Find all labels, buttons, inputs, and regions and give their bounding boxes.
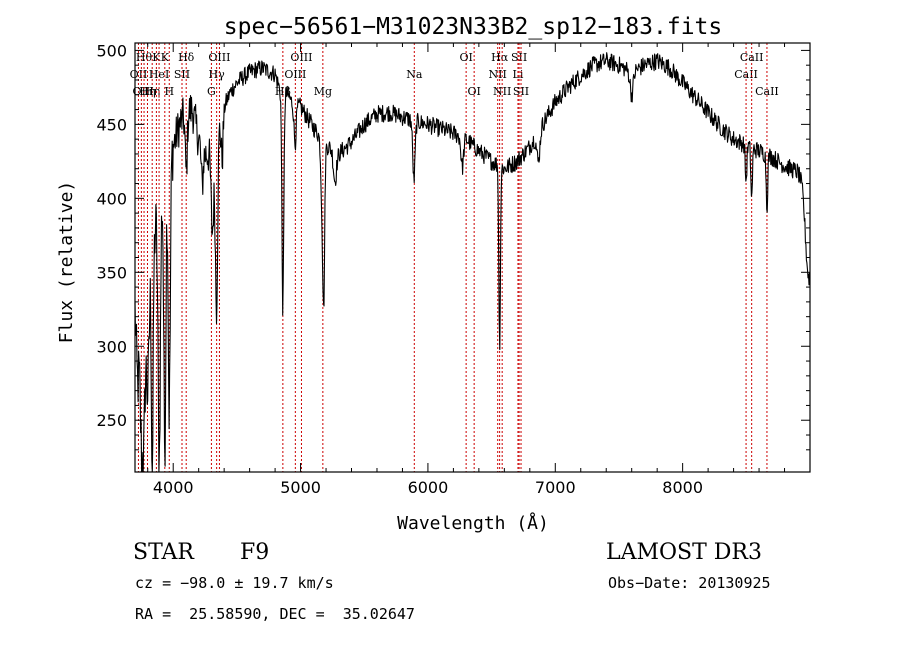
y-tick-label: 500	[96, 41, 127, 60]
chart-title: spec−56561−M31023N33B2_sp12−183.fits	[224, 14, 723, 40]
line-marker-label: HeI	[149, 68, 169, 81]
y-axis-label: Flux (relative)	[56, 181, 77, 344]
line-marker-label: NII	[493, 85, 511, 98]
line-marker-label: Hη	[139, 85, 155, 98]
axis-ticks: 4000 5000 6000 7000 8000 250 300 350 400 450 500	[96, 41, 810, 497]
line-marker-label: K	[161, 51, 170, 64]
line-marker-label: Hδ	[178, 51, 195, 64]
line-marker-label: Hη	[144, 85, 160, 98]
line-marker-label: OIII	[284, 68, 306, 81]
line-markers: OIIOIIHθHηHηKHeIKHSIIHδGHγOIIIHβOIIIOIII…	[130, 43, 779, 472]
line-marker-label: Hγ	[209, 68, 226, 81]
x-tick-label: 4000	[153, 478, 194, 497]
line-marker-label: Mg	[314, 85, 332, 98]
object-class: STAR	[133, 540, 194, 565]
x-tick-label: 7000	[535, 478, 576, 497]
line-marker-label: Hα	[491, 51, 509, 64]
line-marker-label: OIII	[208, 51, 230, 64]
line-marker-label: CaII	[734, 68, 758, 81]
x-axis-label: Wavelength (Å)	[397, 512, 549, 534]
observation-date: Obs−Date: 20130925	[608, 574, 771, 592]
y-tick-label: 400	[96, 189, 127, 208]
line-marker-label: OI	[459, 51, 472, 64]
line-marker-label: CaII	[755, 85, 779, 98]
line-marker-label: CaII	[740, 51, 764, 64]
y-tick-label: 300	[96, 337, 127, 356]
coordinates: RA = 25.58590, DEC = 35.02647	[135, 605, 415, 623]
line-marker-label: Li	[513, 68, 524, 81]
line-marker-label: OI	[467, 85, 480, 98]
line-marker-label: K	[152, 51, 161, 64]
redshift-value: cz = −98.0 ± 19.7 km/s	[135, 574, 334, 592]
line-marker-label: G	[207, 85, 216, 98]
line-marker-label: NII	[489, 68, 507, 81]
object-subclass: F9	[240, 540, 270, 565]
line-marker-label: OII	[130, 68, 148, 81]
y-tick-label: 350	[96, 263, 127, 282]
line-marker-label: SII	[174, 68, 190, 81]
line-marker-label: OIII	[290, 51, 312, 64]
line-marker-label: SII	[511, 51, 527, 64]
line-marker-label: H	[164, 85, 174, 98]
x-tick-label: 5000	[280, 478, 321, 497]
plot-frame	[134, 42, 811, 473]
spectrum-line	[134, 52, 811, 473]
y-tick-label: 250	[96, 411, 127, 430]
x-tick-label: 8000	[662, 478, 703, 497]
x-tick-label: 6000	[408, 478, 449, 497]
line-marker-label: SII	[513, 85, 529, 98]
line-marker-label: Na	[406, 68, 423, 81]
survey-name: LAMOST DR3	[606, 540, 762, 565]
y-tick-label: 450	[96, 115, 127, 134]
line-marker-label: Hθ	[136, 51, 153, 64]
